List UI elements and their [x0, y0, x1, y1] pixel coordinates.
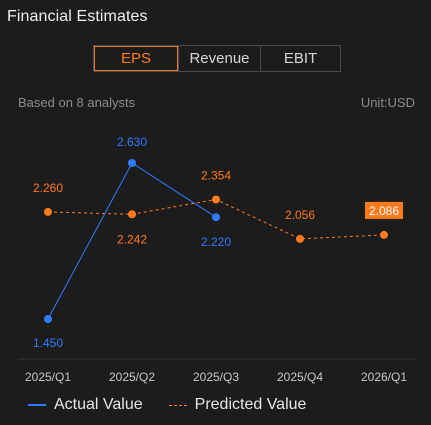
- predicted-point: [380, 230, 388, 239]
- x-tick-label: 2026/Q1: [361, 370, 407, 384]
- x-tick-label: 2025/Q3: [193, 370, 239, 384]
- chart-legend: Actual Value Predicted Value: [28, 396, 332, 414]
- actual-value-label: 2.220: [201, 235, 231, 249]
- x-tick-label: 2025/Q4: [277, 370, 323, 384]
- predicted-value-label: 2.242: [117, 232, 147, 246]
- actual-point: [44, 315, 52, 323]
- legend-swatch-actual: [28, 404, 46, 406]
- predicted-point: [44, 207, 52, 216]
- predicted-value-label: 2.086: [369, 204, 399, 218]
- predicted-point: [296, 234, 304, 243]
- tab-ebit[interactable]: EBIT: [260, 46, 340, 71]
- predicted-value-label: 2.260: [33, 181, 63, 195]
- tab-revenue[interactable]: Revenue: [178, 46, 260, 71]
- actual-point: [212, 213, 220, 222]
- predicted-label-highlight: [365, 201, 403, 219]
- metric-tabs: EPS Revenue EBIT: [93, 45, 341, 72]
- actual-point: [128, 159, 136, 167]
- unit-text: Unit:USD: [360, 95, 415, 110]
- predicted-value-label: 2.354: [201, 168, 231, 182]
- tab-eps[interactable]: EPS: [94, 46, 178, 71]
- legend-label-predicted: Predicted Value: [194, 396, 307, 413]
- x-tick-label: 2025/Q1: [25, 370, 71, 384]
- actual-value-label: 2.630: [117, 135, 147, 149]
- legend-label-actual: Actual Value: [54, 396, 143, 413]
- legend-item-actual[interactable]: Actual Value: [28, 396, 143, 414]
- actual-value-label: 1.450: [33, 336, 63, 350]
- predicted-value-label: 2.056: [285, 208, 315, 222]
- analysts-count-text: Based on 8 analysts: [18, 95, 136, 110]
- predicted-point: [128, 210, 136, 219]
- legend-item-predicted[interactable]: Predicted Value: [168, 396, 307, 414]
- legend-swatch-predicted: [168, 404, 187, 406]
- x-tick-label: 2025/Q2: [109, 370, 155, 384]
- predicted-point: [212, 195, 220, 204]
- widget-title: Financial Estimates: [7, 8, 148, 25]
